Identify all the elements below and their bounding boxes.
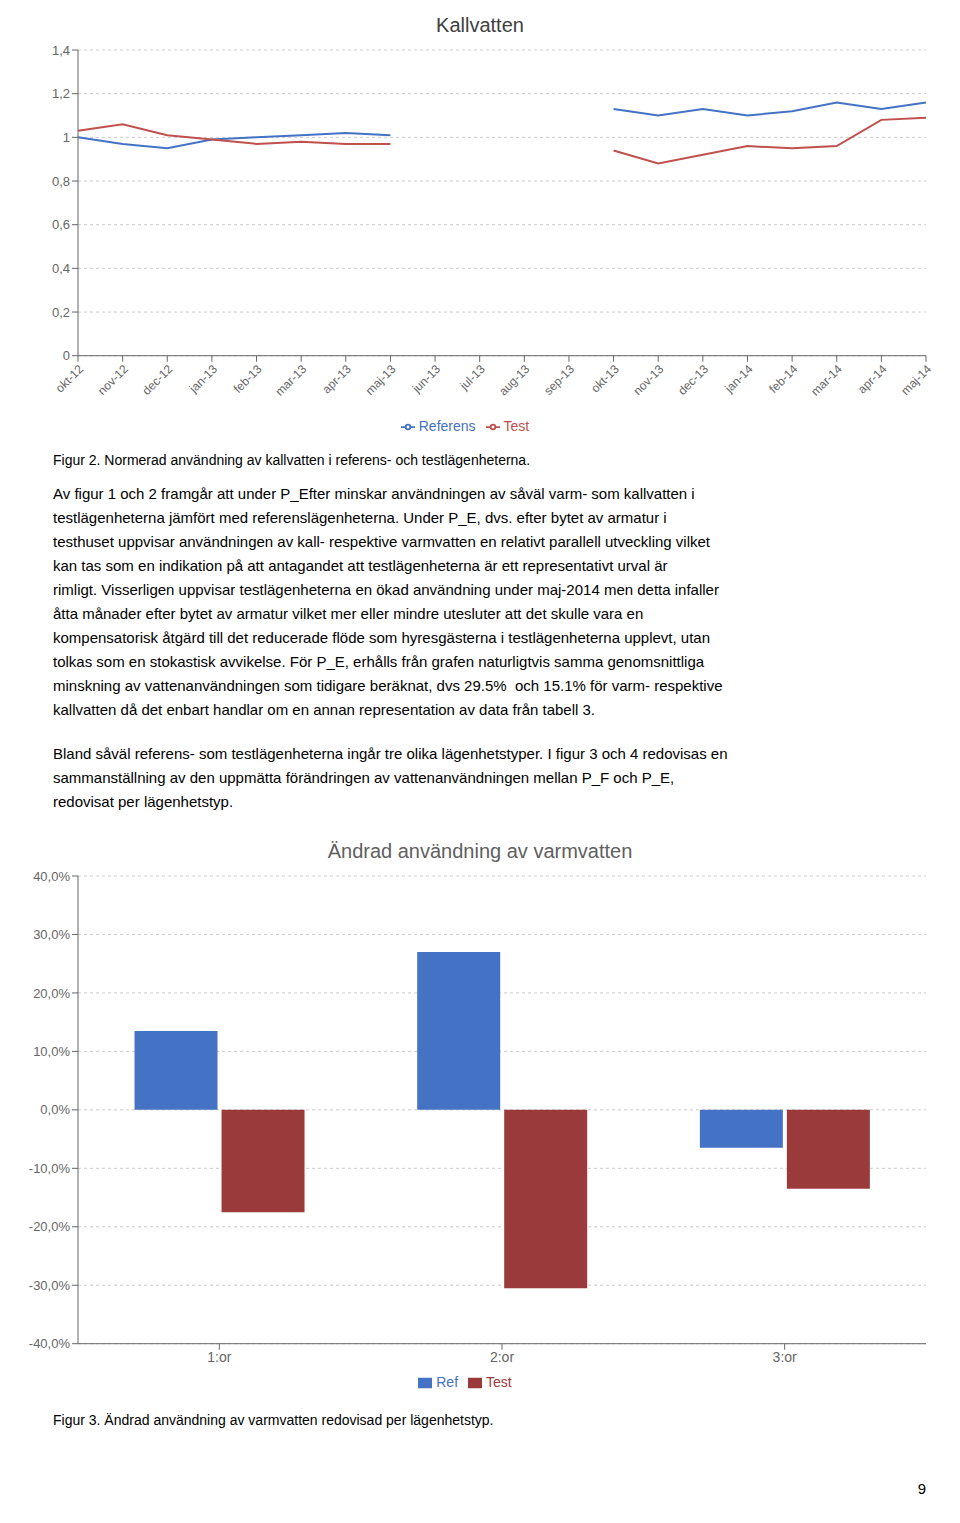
svg-text:jun-13: jun-13: [409, 362, 443, 396]
svg-text:1,4: 1,4: [52, 43, 70, 58]
svg-text:40,0%: 40,0%: [33, 869, 70, 884]
svg-text:feb-13: feb-13: [231, 362, 265, 396]
svg-text:3:or: 3:or: [773, 1349, 797, 1365]
html-text:åtta månader efter bytet av ar: åtta månader efter bytet av armatur vilk…: [53, 605, 644, 622]
html-text:Kallvatten: Kallvatten: [436, 14, 524, 36]
svg-text:jan-14: jan-14: [721, 362, 755, 396]
svg-text:okt-12: okt-12: [53, 362, 87, 396]
svg-text:maj-14: maj-14: [898, 362, 934, 398]
html-text:minskning av vattenanvändninge: minskning av vattenanvändningen som tidi…: [53, 677, 723, 694]
html-text:rimligt. Visserligen uppvisar: rimligt. Visserligen uppvisar testlägenh…: [53, 581, 719, 598]
html-text:Ref: Ref: [436, 1373, 458, 1390]
html-text:tolkas som en stokastisk avvik: tolkas som en stokastisk avvikelse. För …: [53, 653, 705, 670]
svg-text:-20,0%: -20,0%: [29, 1219, 71, 1234]
svg-text:1: 1: [63, 130, 70, 145]
svg-text:10,0%: 10,0%: [33, 1044, 70, 1059]
html-text:9: 9: [917, 1480, 926, 1497]
svg-text:0: 0: [63, 348, 70, 363]
svg-text:2:or: 2:or: [490, 1349, 514, 1365]
svg-text:dec-13: dec-13: [675, 362, 711, 398]
html-text:Bland såväl referens- som test: Bland såväl referens- som testlägenheter…: [53, 745, 728, 762]
html-text:Referens: Referens: [418, 417, 476, 434]
svg-text:0,8: 0,8: [52, 174, 70, 189]
svg-text:mar-13: mar-13: [273, 362, 310, 399]
html-text:Figur 3. Ändrad användning av: Figur 3. Ändrad användning av varmvatten…: [53, 1412, 494, 1428]
svg-text:-10,0%: -10,0%: [29, 1161, 71, 1176]
html-text:Ändrad användning av varmvatte: Ändrad användning av varmvatten: [327, 840, 633, 862]
svg-text:aug-13: aug-13: [496, 362, 533, 399]
svg-text:mar-14: mar-14: [808, 362, 845, 399]
html-text:kompensatorisk åtgärd till det: kompensatorisk åtgärd till det reducerad…: [53, 629, 711, 646]
html-text:Test: Test: [486, 1373, 512, 1390]
svg-text:feb-14: feb-14: [766, 362, 800, 396]
html-text:Av figur 1 och 2 framgår att u: Av figur 1 och 2 framgår att under P_Eft…: [53, 485, 695, 502]
svg-text:apr-13: apr-13: [320, 362, 355, 397]
svg-text:-40,0%: -40,0%: [29, 1336, 71, 1351]
html-text:Figur 2. Normerad användning a: Figur 2. Normerad användning av kallvatt…: [53, 452, 530, 468]
svg-text:nov-12: nov-12: [95, 362, 131, 398]
svg-text:okt-13: okt-13: [588, 362, 622, 396]
html-text:testlägenheterna jämfört med r: testlägenheterna jämfört med referensläg…: [53, 509, 667, 526]
html-text:kan tas som en indikation på a: kan tas som en indikation på att antagan…: [53, 557, 668, 574]
svg-text:20,0%: 20,0%: [33, 986, 70, 1001]
html-text:testhuset uppvisar användninge: testhuset uppvisar användningen av kall-…: [53, 533, 710, 550]
svg-text:nov-13: nov-13: [631, 362, 667, 398]
svg-text:apr-14: apr-14: [855, 362, 890, 397]
html-text:kallvatten då det enbart handl: kallvatten då det enbart handlar om en a…: [53, 701, 595, 718]
svg-text:-30,0%: -30,0%: [29, 1278, 71, 1293]
svg-text:0,2: 0,2: [52, 305, 70, 320]
svg-text:0,4: 0,4: [52, 261, 70, 276]
svg-text:dec-12: dec-12: [140, 362, 176, 398]
svg-text:0,6: 0,6: [52, 217, 70, 232]
html-text:sammanställning av den uppmätt: sammanställning av den uppmätta förändri…: [53, 769, 675, 786]
html-text:Test: Test: [503, 417, 530, 434]
svg-text:maj-13: maj-13: [363, 362, 399, 398]
svg-text:1,2: 1,2: [52, 86, 70, 101]
svg-text:sep-13: sep-13: [541, 362, 577, 398]
svg-text:jan-13: jan-13: [186, 362, 220, 396]
svg-text:0,0%: 0,0%: [40, 1102, 70, 1117]
html-text:redovisat per lägenhetstyp.: redovisat per lägenhetstyp.: [53, 793, 234, 810]
svg-text:jul-13: jul-13: [456, 362, 488, 394]
svg-text:1:or: 1:or: [207, 1349, 231, 1365]
svg-text:30,0%: 30,0%: [33, 927, 70, 942]
